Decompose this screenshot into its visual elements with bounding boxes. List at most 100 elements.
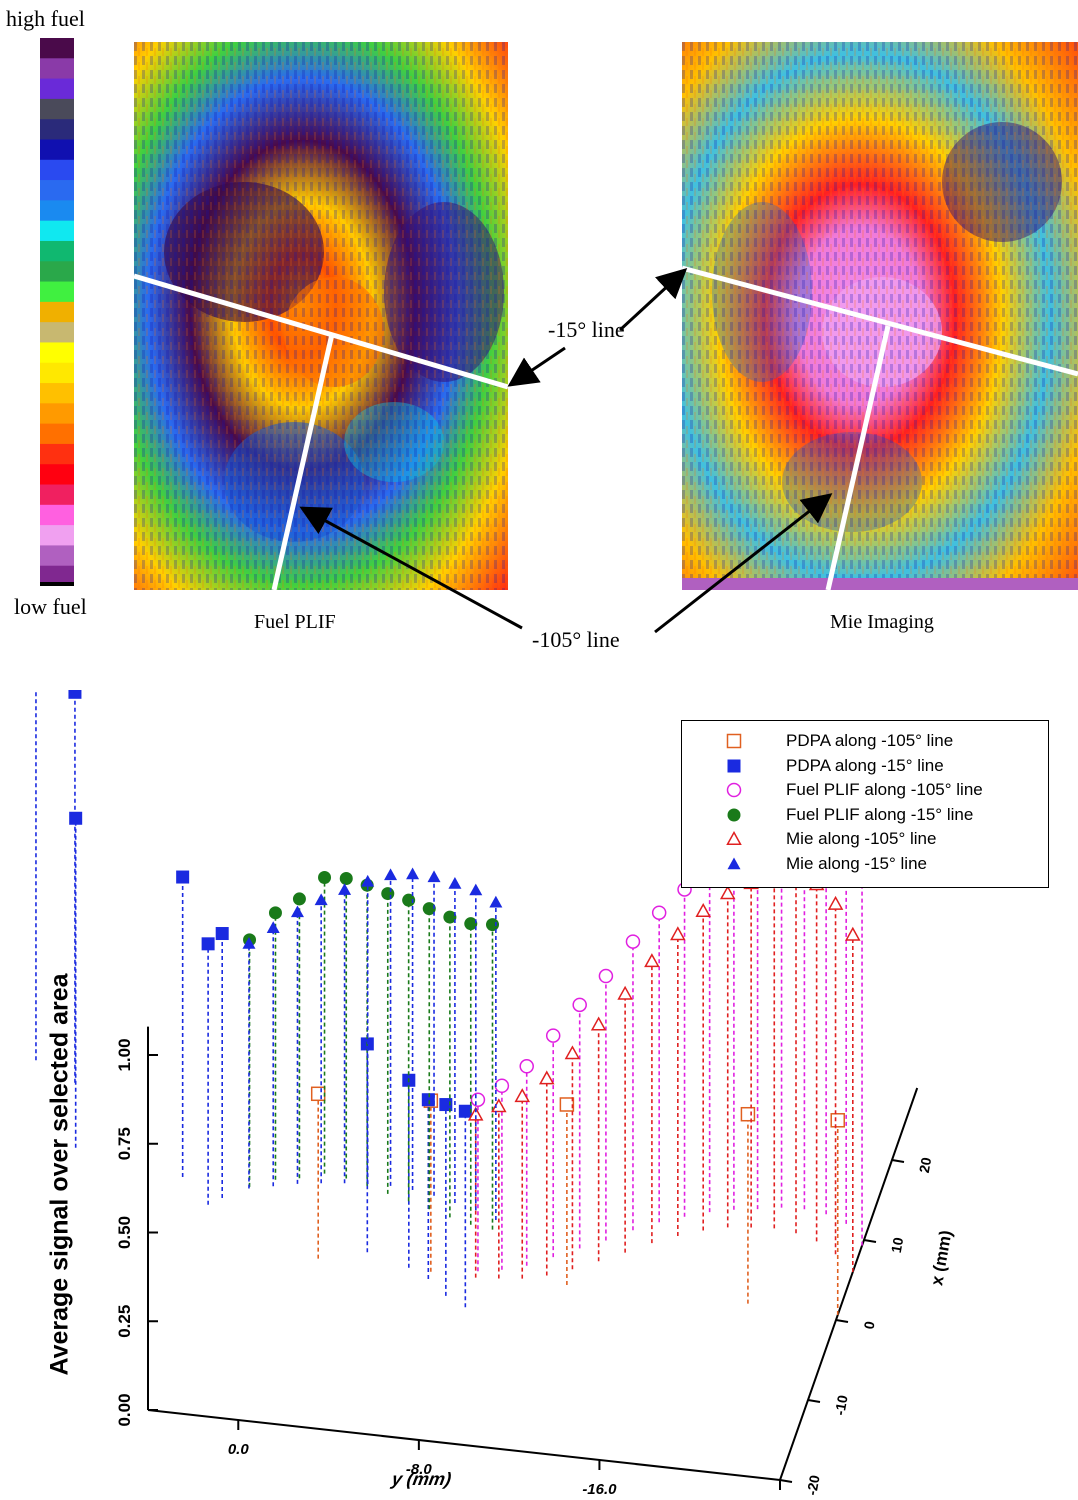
chart-point — [564, 1045, 581, 1060]
x-tick-label: 10 — [888, 1236, 906, 1254]
z-tick-label: 0.25 — [115, 1305, 134, 1338]
colorbar-swatch — [40, 525, 74, 546]
z-axis-title: Average signal over selected area — [45, 973, 74, 1376]
arrow-15-left — [507, 346, 566, 387]
colorbar-swatch — [40, 139, 74, 161]
chart-point — [406, 867, 420, 880]
chart-point — [384, 868, 398, 881]
chart-point — [644, 953, 660, 968]
legend-item: Fuel PLIF along -15° line — [682, 803, 1048, 827]
z-tick-label: 0.00 — [115, 1393, 134, 1426]
colorbar-swatch — [40, 443, 74, 465]
chart-point — [421, 1093, 435, 1107]
fuel-plif-image — [134, 42, 508, 590]
x-axis-line — [779, 1087, 919, 1481]
chart-point — [176, 870, 190, 884]
arrow-15-right — [618, 267, 688, 332]
chart-point — [695, 902, 711, 917]
chart-point — [268, 906, 282, 920]
x-tick — [835, 1319, 849, 1323]
chart-point — [469, 883, 483, 896]
colorbar-bottom-label: low fuel — [14, 594, 87, 619]
colorbar-swatch — [40, 545, 74, 567]
chart-point — [266, 921, 280, 933]
chart-point — [402, 893, 416, 907]
x-tick — [779, 1479, 793, 1483]
chart-point — [381, 887, 395, 901]
colorbar-swatch — [40, 261, 74, 283]
chart-point — [572, 997, 587, 1013]
chart-point — [448, 877, 462, 889]
chart-point — [338, 883, 352, 895]
legend-label: Mie along -15° line — [786, 853, 927, 873]
fuel-plif-caption: Fuel PLIF — [254, 611, 336, 633]
chart-point — [310, 1086, 326, 1102]
chart-point — [545, 1028, 561, 1043]
colorbar-swatch — [40, 180, 74, 201]
chart-point — [201, 937, 215, 951]
chart-point — [485, 918, 499, 932]
y-axis-title: y (mm) — [390, 1469, 453, 1489]
chart-point — [470, 1092, 486, 1107]
colorbar-swatch — [40, 58, 74, 80]
colorbar-swatch — [40, 565, 74, 586]
arrow-105-right — [654, 493, 833, 634]
chart-point — [538, 1070, 555, 1085]
legend-item: Mie along -15° line — [682, 852, 1048, 876]
chart-point — [845, 926, 861, 941]
x-tick — [807, 1399, 821, 1403]
line-15-label: -15° line — [548, 317, 625, 342]
colorbar-swatch — [40, 322, 74, 343]
z-tick-label: 0.75 — [115, 1127, 134, 1160]
mie-caption: Mie Imaging — [830, 611, 934, 633]
chart-point — [719, 885, 736, 900]
chart-point — [670, 926, 686, 941]
y-tick-label: -16.0 — [582, 1481, 617, 1498]
colorbar-swatch — [40, 342, 74, 364]
chart-point — [598, 968, 614, 984]
chart-point — [489, 895, 503, 908]
chart-point — [827, 895, 844, 910]
x-tick-label: -20 — [803, 1474, 822, 1497]
chart-3d: 0.000.250.500.751.000.0-8.0-16.0-24.0-20… — [35, 690, 934, 1498]
colorbar-swatch — [40, 159, 74, 181]
colorbar-swatch — [40, 281, 74, 303]
chart-point — [427, 870, 441, 883]
colorbar — [40, 38, 74, 586]
colorbar-base — [40, 582, 74, 586]
y-tick-label: -8.0 — [406, 1461, 433, 1478]
colorbar-swatch — [40, 504, 74, 526]
chart-point — [467, 1106, 484, 1121]
colorbar-swatch — [40, 240, 74, 262]
arrow-105-left — [299, 506, 523, 630]
legend-label: Fuel PLIF along -15° line — [786, 804, 974, 824]
chart-point — [292, 892, 306, 906]
y-tick-label: 0.0 — [228, 1441, 250, 1458]
chart-point — [464, 917, 478, 931]
x-tick-label: 20 — [916, 1156, 934, 1174]
legend-label: PDPA along -105° line — [786, 731, 954, 750]
line-105-label: -105° line — [532, 627, 620, 652]
x-tick — [891, 1159, 905, 1163]
chart-point — [290, 905, 304, 918]
chart-point — [339, 872, 353, 886]
chart-point — [559, 1097, 575, 1112]
legend-marker — [726, 782, 742, 798]
colorbar-swatch — [40, 200, 74, 222]
x-tick-label: 0 — [861, 1320, 878, 1331]
legend-item: PDPA along -15° line — [682, 754, 1048, 778]
chart-point — [422, 902, 436, 916]
legend-item: PDPA along -105° line — [682, 729, 1048, 753]
colorbar-swatch — [40, 464, 74, 486]
chart-point — [651, 905, 667, 920]
chart-point — [439, 1098, 453, 1112]
chart-point — [361, 874, 375, 887]
z-tick-label: 1.00 — [115, 1038, 134, 1071]
chart-point — [625, 934, 641, 949]
colorbar-swatch — [40, 383, 74, 404]
x-tick-label: -10 — [831, 1394, 850, 1417]
colorbar-swatch — [40, 362, 74, 384]
legend-label: Fuel PLIF along -105° line — [786, 780, 983, 799]
chart-point — [519, 1059, 534, 1074]
chart-point — [491, 1098, 507, 1113]
